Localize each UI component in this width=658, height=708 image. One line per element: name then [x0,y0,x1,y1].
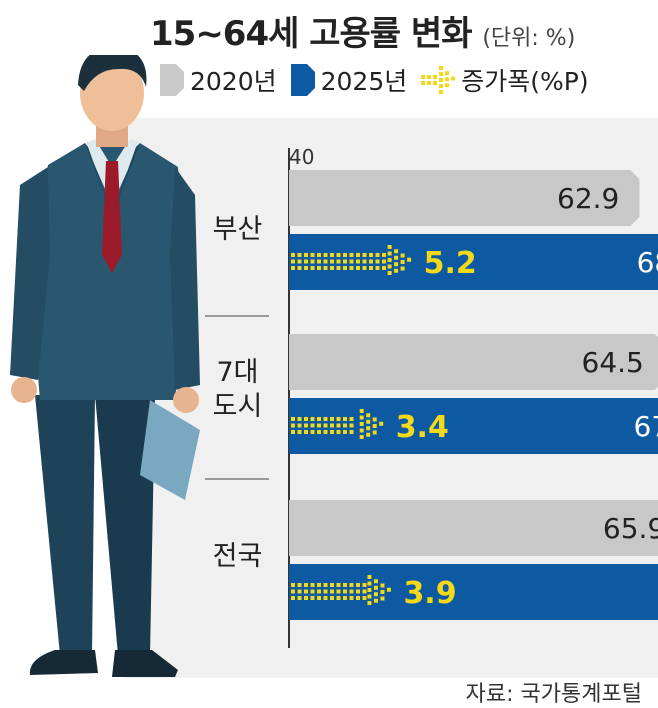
bar-2025 [289,234,658,290]
increase-label: 5.2 [424,246,477,281]
legend-label-2025: 2025년 [320,67,408,96]
bar-2025 [289,398,658,454]
axis-start-label: 40 [289,145,314,169]
category-separator [205,315,269,317]
category-label-national: 전국 [212,541,263,572]
value-label-2020: 62.9 [557,182,619,215]
legend-label-increase: 증가폭(%P) [461,67,589,96]
unit-label: (단위: %) [482,26,576,51]
value-label-2020: 65.9 [603,512,658,545]
legend: 2020년 2025년 증가폭(%P) [160,62,603,98]
category-separator [205,478,269,480]
blue-tab-icon [290,64,315,96]
increase-label: 3.9 [403,576,456,611]
chart-title: 15~64세 고용률 변화 (단위: %) [150,6,575,55]
increase-arrow [291,575,391,605]
value-label-2020: 64.5 [582,346,644,379]
source-note: 자료: 국가통계포털 [465,682,642,707]
businessman-illustration [10,55,200,677]
title-text: 15~64세 고용률 변화 [150,14,472,54]
bar-2020 [289,500,658,556]
value-label-2025: 67.9 [634,410,658,443]
bar-2020 [289,170,640,226]
increase-label: 3.4 [396,410,449,445]
category-label-7cities: 7대 도시 [212,357,263,422]
increase-arrow [291,245,412,275]
increase-arrow [291,409,384,439]
legend-item-2025: 2025년 [290,62,408,98]
bar-2025 [289,564,658,620]
legend-label-2020: 2020년 [190,67,277,96]
value-label-2025: 68.1 [637,246,658,279]
legend-item-2020: 2020년 [160,62,277,98]
legend-item-increase: 증가폭(%P) [421,62,589,98]
gray-tab-icon [160,64,184,96]
bar-2020 [289,334,658,390]
category-label-busan: 부산 [212,214,263,245]
dotted-arrow-icon [421,66,456,94]
